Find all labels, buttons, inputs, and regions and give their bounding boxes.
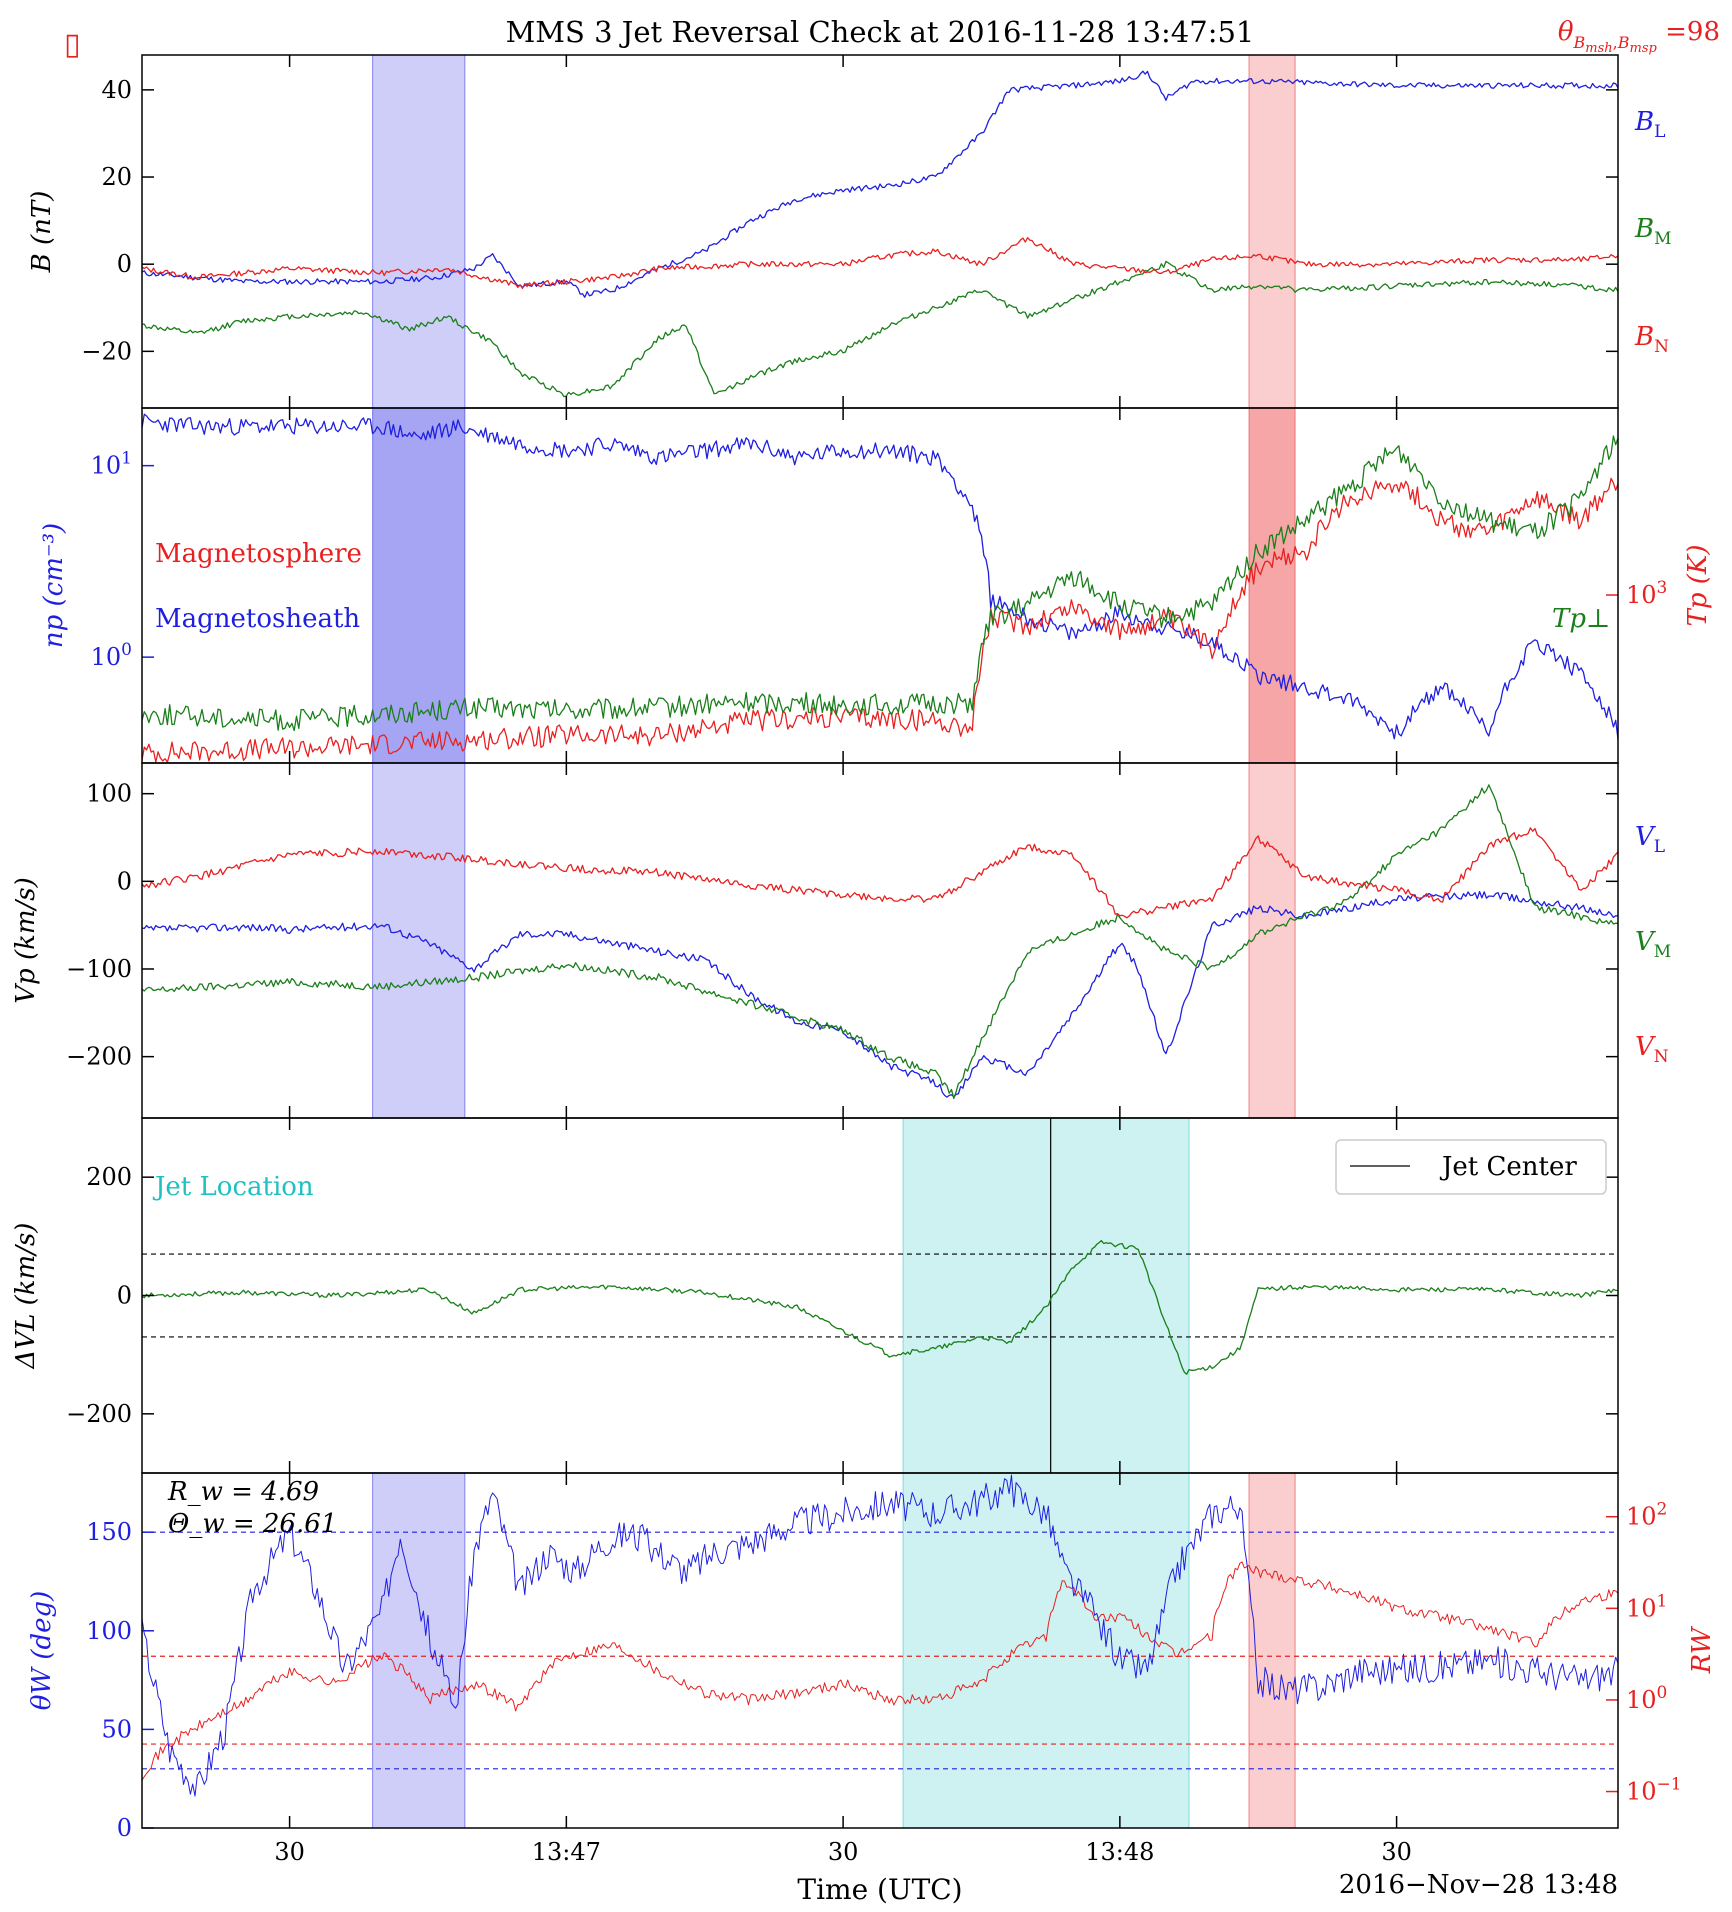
series-theta-W (141, 1474, 1619, 1797)
y2-tick-label: 102 (1626, 1500, 1667, 1531)
legend-B_L: BL (1634, 107, 1665, 142)
legend-box (1335, 1139, 1607, 1195)
series-T_p_perp (141, 435, 1619, 732)
x-axis-label: Time (UTC) (797, 1873, 962, 1906)
legend-V_L: VL (1635, 822, 1665, 857)
y-axis-label-density: np (cm⁻³) (39, 523, 69, 648)
legend-V_N: VN (1635, 1032, 1669, 1067)
series-T_p_parallel (141, 477, 1619, 763)
x-tick-label: 30 (274, 1838, 305, 1866)
y-tick-label: −100 (66, 955, 132, 983)
series-n_p (141, 413, 1619, 740)
y2-axis-label-RW: RW (1687, 1625, 1717, 1674)
y-axis-label-V: Vp (km/s) (11, 877, 41, 1003)
jet-location (902, 1117, 1190, 1474)
y-tick-label: 101 (91, 449, 132, 480)
magnetosheath-interval (372, 407, 466, 764)
y-tick-label: −20 (81, 337, 132, 365)
series-V_L (141, 890, 1619, 1098)
x-tick-label: 30 (1381, 1838, 1412, 1866)
y-tick-label: 100 (86, 1617, 132, 1645)
magnetosheath-interval (372, 1472, 466, 1829)
panel-frame (141, 54, 1619, 409)
y-tick-label: 50 (101, 1715, 132, 1743)
panel-frame (141, 762, 1619, 1119)
legend-B_M: BM (1634, 214, 1672, 249)
angle-annotation: θBmsh,Bmsp =98 (1558, 17, 1720, 56)
magnetosphere-interval (1248, 1472, 1296, 1829)
series-B_L (141, 70, 1619, 298)
legend-jet-center: Jet Center (1439, 1152, 1577, 1182)
series-V_N (141, 827, 1619, 919)
magnetosphere-interval (1248, 54, 1296, 409)
y-axis-label-B: B (nT) (27, 191, 57, 274)
series-V_M (141, 784, 1619, 1100)
date-label: 2016−Nov−28 13:48 (1339, 1870, 1618, 1900)
corner-mark: ▯ (64, 27, 81, 62)
series-R-W (141, 1561, 1619, 1781)
y-tick-label: −200 (66, 1400, 132, 1428)
y-tick-label: 40 (101, 76, 132, 104)
magnetosheath-interval (372, 54, 466, 409)
label-jet-location: Jet Location (152, 1172, 314, 1202)
series-delta-VL (141, 1239, 1619, 1375)
y-tick-label: 100 (91, 640, 132, 671)
series-B_N (141, 237, 1619, 290)
y-tick-label: 150 (86, 1518, 132, 1546)
legend-V_M: VM (1635, 927, 1671, 962)
label-tperp: Tp⊥ (1552, 604, 1610, 634)
y-tick-label: 200 (86, 1163, 132, 1191)
y2-tick-label: 103 (1626, 578, 1667, 609)
jet-location (902, 1472, 1190, 1829)
y-tick-label: −200 (66, 1043, 132, 1071)
y2-tick-label: 100 (1626, 1683, 1667, 1714)
annotation-Rw: R_w = 4.69 (167, 1477, 319, 1507)
label-magnetosheath: Magnetosheath (155, 604, 360, 634)
label-magnetosphere: Magnetosphere (155, 539, 362, 569)
y-tick-label: 0 (117, 250, 132, 278)
legend-B_N: BN (1634, 322, 1669, 357)
x-tick-label: 30 (828, 1838, 859, 1866)
panel-frame (141, 1472, 1619, 1829)
x-tick-label: 13:47 (532, 1838, 601, 1866)
y-axis-label-dVL: ΔVL (km/s) (11, 1223, 41, 1370)
y2-tick-label: 10−1 (1626, 1775, 1682, 1806)
y2-axis-label-temperature: Tp (K) (1683, 545, 1713, 627)
annotation-Theta-w: Θ_w = 26.61 (168, 1509, 337, 1539)
magnetosheath-interval (372, 762, 466, 1119)
y2-tick-label: 101 (1626, 1591, 1667, 1622)
y-tick-label: 0 (117, 1814, 132, 1842)
x-tick-label: 13:48 (1085, 1838, 1154, 1866)
y-tick-label: 0 (117, 867, 132, 895)
series-B_M (141, 260, 1619, 398)
y-tick-label: 0 (117, 1282, 132, 1310)
magnetosphere-interval (1248, 407, 1296, 764)
y-tick-label: 20 (101, 163, 132, 191)
y-tick-label: 100 (86, 780, 132, 808)
y-axis-label-theta: θW (deg) (27, 1591, 57, 1711)
figure-title: MMS 3 Jet Reversal Check at 2016-11-28 1… (506, 15, 1255, 49)
magnetosphere-interval (1248, 762, 1296, 1119)
